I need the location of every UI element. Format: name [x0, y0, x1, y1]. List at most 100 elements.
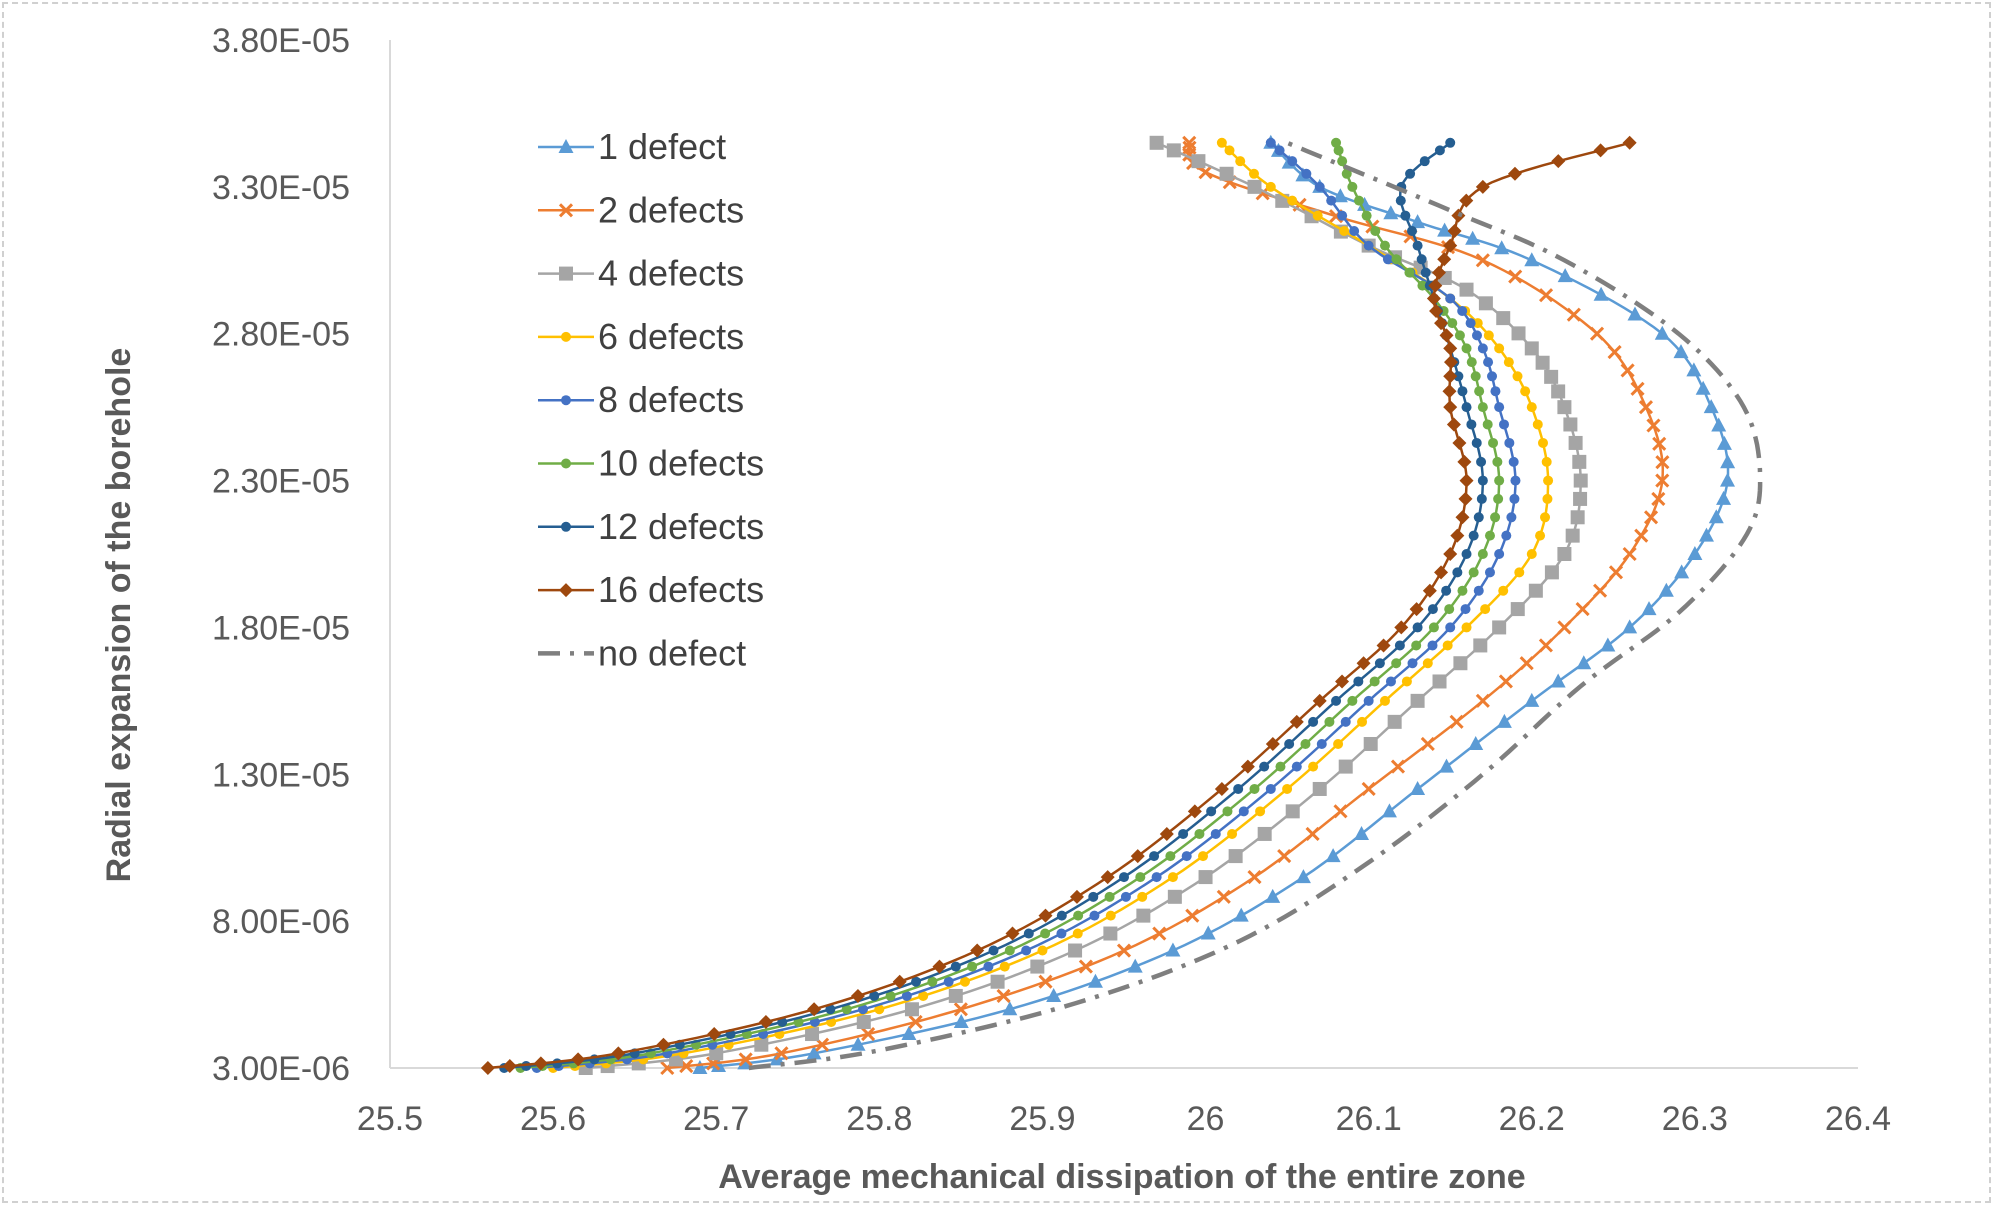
data-point — [1407, 658, 1418, 669]
data-point — [1538, 288, 1554, 303]
data-point — [1494, 343, 1505, 354]
data-point — [806, 1045, 822, 1060]
data-point — [1287, 156, 1298, 167]
data-point — [1447, 318, 1458, 329]
legend-item: 8 defects — [538, 379, 744, 420]
legend-item: 12 defects — [538, 506, 764, 547]
data-point — [1540, 512, 1551, 523]
data-point — [709, 1046, 724, 1061]
data-point — [1507, 166, 1522, 181]
data-point — [1391, 658, 1402, 669]
data-point — [1501, 530, 1512, 541]
data-point — [908, 1014, 923, 1030]
data-point — [1720, 472, 1736, 487]
data-point — [1720, 454, 1736, 469]
data-point — [1274, 145, 1285, 156]
data-point — [1492, 456, 1503, 467]
data-point — [1480, 604, 1491, 615]
data-point — [1149, 851, 1160, 862]
series-layer — [480, 134, 1763, 1076]
data-point — [1498, 585, 1509, 596]
data-point — [1422, 658, 1433, 669]
data-point — [1335, 674, 1350, 689]
data-point — [1461, 402, 1472, 413]
data-point — [1490, 512, 1501, 523]
data-point — [1573, 491, 1588, 506]
x-tick-label: 25.7 — [683, 1100, 749, 1138]
data-point — [1514, 567, 1525, 578]
data-point — [1446, 417, 1461, 432]
data-point — [1089, 910, 1100, 921]
data-point — [711, 1058, 727, 1073]
data-point — [996, 988, 1011, 1004]
data-point — [1620, 363, 1635, 378]
x-axis-title: Average mechanical dissipation of the en… — [718, 1158, 1525, 1196]
data-point — [1259, 761, 1270, 772]
legend-marker — [561, 331, 571, 342]
data-point — [1442, 384, 1457, 399]
data-point — [885, 990, 896, 1001]
data-point — [1443, 341, 1458, 356]
data-point — [858, 1004, 869, 1015]
data-point — [1349, 225, 1360, 236]
data-point — [1104, 891, 1115, 902]
data-point — [1460, 604, 1471, 615]
data-point — [1182, 140, 1197, 155]
data-point — [1622, 546, 1637, 562]
data-point — [1573, 473, 1588, 488]
data-point — [1339, 225, 1350, 236]
data-point — [1002, 1001, 1018, 1016]
data-point — [1471, 330, 1482, 341]
data-point — [953, 1002, 968, 1017]
data-point — [1565, 528, 1580, 543]
data-point — [1416, 254, 1427, 265]
data-point — [774, 1046, 789, 1061]
data-point — [999, 961, 1010, 972]
data-point — [1444, 604, 1455, 615]
x-tick-label: 25.8 — [846, 1100, 912, 1138]
legend-marker — [559, 266, 573, 281]
data-point — [1434, 316, 1449, 331]
data-point — [1214, 781, 1229, 796]
data-point — [1165, 851, 1176, 862]
data-point — [1452, 567, 1463, 578]
legend-marker — [561, 395, 571, 406]
data-point — [1524, 341, 1539, 356]
data-point — [1219, 166, 1234, 181]
data-point — [1477, 343, 1488, 354]
data-point — [1149, 135, 1164, 150]
data-point — [1454, 330, 1465, 341]
data-point — [1406, 225, 1417, 236]
data-point — [1641, 601, 1657, 616]
data-point — [1508, 269, 1523, 284]
data-point — [1361, 781, 1376, 797]
data-point — [1472, 318, 1483, 329]
data-point — [1455, 510, 1470, 525]
data-point — [1593, 143, 1608, 158]
data-point — [850, 988, 865, 1003]
data-point — [1703, 399, 1719, 414]
data-point — [1576, 655, 1592, 670]
data-point — [1194, 828, 1205, 839]
data-point — [1439, 758, 1455, 773]
data-point — [918, 990, 929, 1001]
data-point — [1716, 490, 1732, 505]
data-point — [1410, 780, 1426, 795]
data-point — [1308, 761, 1319, 772]
data-point — [1410, 693, 1425, 708]
data-point — [758, 1014, 773, 1029]
data-point — [1465, 230, 1481, 245]
data-point — [1461, 549, 1472, 559]
data-point — [841, 1004, 852, 1015]
data-point — [1563, 417, 1578, 432]
data-point — [1520, 386, 1531, 397]
data-point — [1461, 343, 1472, 354]
data-point — [904, 1002, 919, 1017]
data-point — [1005, 926, 1020, 941]
data-point — [502, 1059, 517, 1074]
data-point — [1465, 318, 1476, 329]
data-point — [1181, 851, 1192, 862]
data-point — [1437, 252, 1452, 267]
x-tick-label: 26.4 — [1825, 1100, 1891, 1138]
